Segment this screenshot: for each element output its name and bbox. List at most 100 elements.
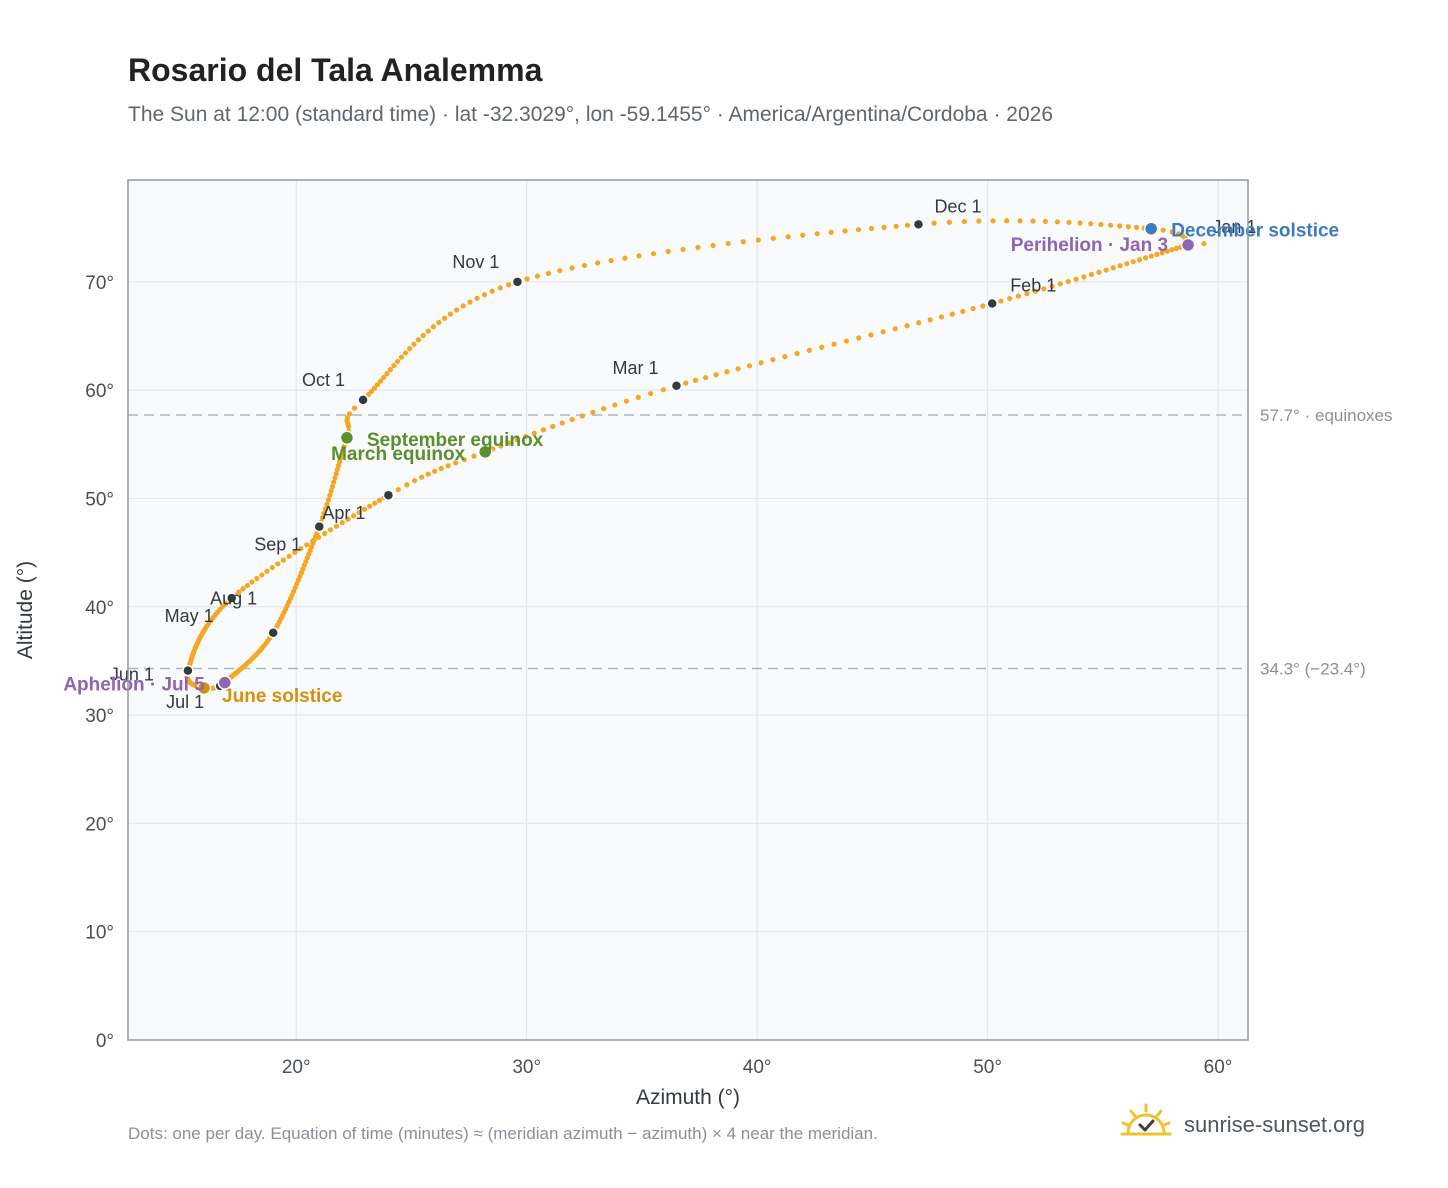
daily-sun-dot xyxy=(419,474,425,480)
event-label: Perihelion · Jan 3 xyxy=(1011,235,1168,256)
footnote: Dots: one per day. Equation of time (min… xyxy=(128,1124,878,1143)
daily-sun-dot xyxy=(497,285,503,291)
daily-sun-dot xyxy=(1159,250,1165,256)
daily-sun-dot xyxy=(949,311,955,317)
month-marker xyxy=(511,276,524,288)
y-tick-label: 10° xyxy=(85,923,114,944)
month-marker xyxy=(670,380,683,392)
daily-sun-dot xyxy=(1169,247,1175,253)
daily-sun-dot xyxy=(650,251,657,257)
event-marker xyxy=(217,675,233,690)
daily-sun-dot xyxy=(1065,278,1071,285)
daily-sun-dot xyxy=(374,382,381,388)
daily-sun-dot xyxy=(557,268,563,274)
daily-sun-dot xyxy=(395,358,401,365)
daily-sun-dot xyxy=(387,367,394,373)
reference-line-label: 34.3° (−23.4°) xyxy=(1260,659,1366,678)
daily-sun-dot xyxy=(445,463,451,469)
y-tick-label: 70° xyxy=(85,273,114,294)
daily-sun-dot xyxy=(350,513,357,519)
month-marker xyxy=(267,626,279,639)
daily-sun-dot xyxy=(1136,257,1143,263)
daily-sun-dot xyxy=(286,553,292,559)
daily-sun-dot xyxy=(770,235,776,241)
daily-sun-dot xyxy=(1032,288,1039,294)
daily-sun-dot xyxy=(540,427,546,433)
daily-sun-dot xyxy=(806,347,812,354)
daily-sun-dot xyxy=(1124,261,1130,267)
daily-sun-dot xyxy=(329,483,336,490)
event-label: September equinox xyxy=(367,430,544,451)
daily-sun-dot xyxy=(635,394,641,400)
chart-subtitle: The Sun at 12:00 (standard time) · lat -… xyxy=(128,103,1053,126)
daily-sun-dot xyxy=(327,527,334,533)
daily-sun-dot xyxy=(713,372,719,378)
daily-sun-dot xyxy=(325,497,332,503)
daily-sun-dot xyxy=(1107,222,1114,228)
daily-sun-dot xyxy=(782,354,788,360)
daily-sun-dot xyxy=(770,357,776,363)
daily-sun-dot xyxy=(758,360,764,366)
month-marker xyxy=(382,489,395,501)
daily-sun-dot xyxy=(264,568,270,574)
daily-sun-dot xyxy=(961,218,967,225)
daily-sun-dot xyxy=(454,307,460,313)
month-marker-label: Aug 1 xyxy=(210,589,257,609)
daily-sun-dot xyxy=(481,292,488,298)
daily-sun-dot xyxy=(524,276,530,282)
daily-sun-dot xyxy=(856,335,862,341)
daily-sun-dot xyxy=(938,314,945,320)
event-label: Aphelion · Jul 5 xyxy=(63,675,205,696)
x-tick-label: 50° xyxy=(973,1057,1002,1078)
daily-sun-dot xyxy=(842,228,848,234)
daily-sun-dot xyxy=(581,262,588,269)
daily-sun-dot xyxy=(346,411,353,417)
daily-sun-dot xyxy=(249,579,255,585)
daily-sun-dot xyxy=(327,492,333,498)
daily-sun-dot xyxy=(545,270,551,276)
x-tick-label: 30° xyxy=(512,1057,541,1078)
daily-sun-dot xyxy=(377,378,384,384)
month-marker xyxy=(357,394,369,406)
daily-sun-dot xyxy=(868,225,875,232)
daily-sun-dot xyxy=(1133,224,1140,231)
daily-sun-dot xyxy=(1169,229,1175,235)
daily-sun-dot xyxy=(892,326,898,332)
daily-sun-dot xyxy=(425,328,431,334)
daily-sun-dot xyxy=(280,557,287,563)
daily-sun-dot xyxy=(695,244,701,251)
daily-sun-dot xyxy=(660,387,666,393)
daily-sun-dot xyxy=(1017,218,1023,224)
daily-sun-dot xyxy=(735,366,741,372)
month-marker-label: Dec 1 xyxy=(934,196,981,216)
daily-sun-dot xyxy=(453,460,459,466)
month-marker xyxy=(225,592,238,604)
daily-sun-dot xyxy=(322,506,329,512)
event-label: December solstice xyxy=(1171,221,1339,242)
x-axis-label: Azimuth (°) xyxy=(636,1086,740,1109)
month-marker-label: May 1 xyxy=(165,606,214,626)
daily-sun-dot xyxy=(814,231,820,237)
daily-sun-dot xyxy=(665,248,671,255)
daily-sun-dot xyxy=(356,509,362,516)
daily-sun-dot xyxy=(1066,219,1072,225)
daily-sun-dot xyxy=(990,218,996,224)
daily-sun-dot xyxy=(460,303,466,309)
month-marker-label: Apr 1 xyxy=(322,503,365,523)
daily-sun-dot xyxy=(904,222,911,228)
plot-frame xyxy=(127,179,1249,1041)
y-tick-label: 40° xyxy=(85,598,114,619)
y-axis-label: Altitude (°) xyxy=(14,561,37,659)
brand-logo[interactable]: sunrise-sunset.org xyxy=(1120,1100,1365,1150)
daily-sun-dot xyxy=(843,338,850,344)
daily-sun-dot xyxy=(489,288,495,294)
month-marker-label: Sep 1 xyxy=(254,535,301,555)
daily-sun-dot xyxy=(904,323,910,329)
daily-sun-dot xyxy=(1142,255,1149,261)
daily-sun-dot xyxy=(420,332,426,339)
daily-sun-dot xyxy=(601,406,607,412)
axis-ticks: 20° 30° 40° 50° 60° 0° 10° 20° 30° 40° 50° 60° 70° xyxy=(85,273,1232,1078)
daily-sun-dot xyxy=(980,303,986,309)
y-tick-label: 0° xyxy=(96,1031,114,1052)
